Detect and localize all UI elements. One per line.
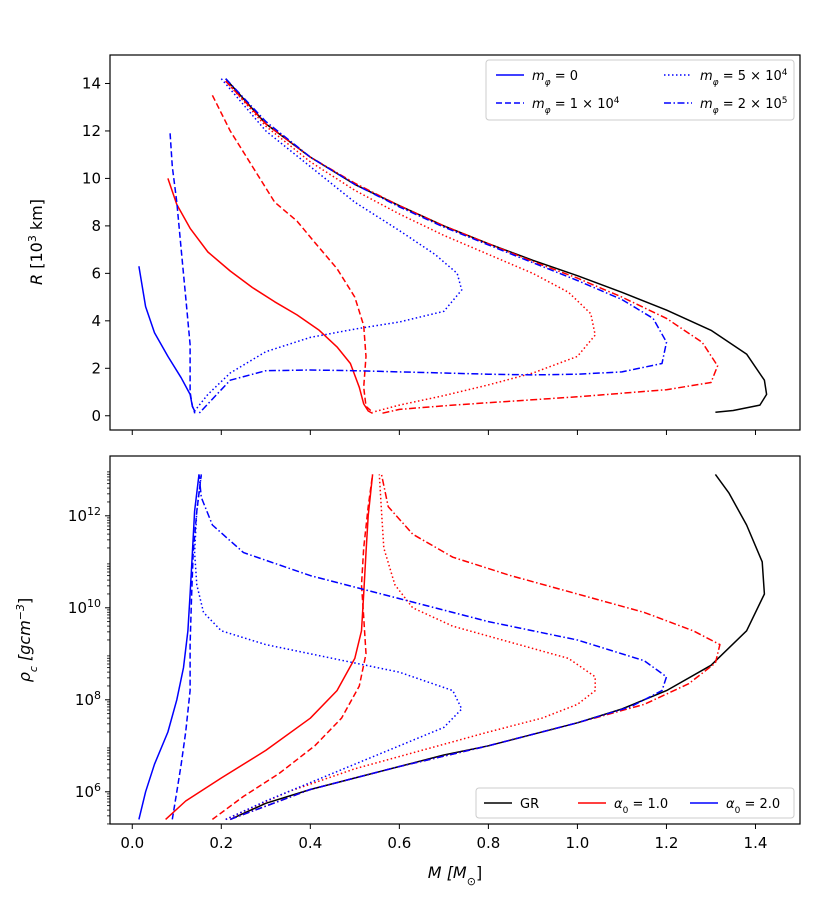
top-panel: 0 2 4 6 8 10 12 14 R [103 km] mφ = 0 mφ = 1 × 1… — [26, 54, 801, 435]
y-tick-label: 8 — [91, 217, 101, 235]
top-series-line-8 — [198, 78, 668, 414]
bottom-series-group — [138, 473, 766, 821]
legend-entry-m0: mφ = 0 — [532, 69, 578, 88]
y-tick-label: 6 — [91, 264, 101, 282]
y-tick-label: 106 — [75, 780, 101, 801]
bottom-legend: GR α0 = 1.0 α0 = 2.0 — [475, 787, 795, 819]
bottom-x-axis-label: M [M⊙] — [428, 863, 482, 888]
legend-entry-alpha2: α0 = 2.0 — [726, 797, 780, 816]
y-tick-label: 10 — [82, 169, 101, 187]
y-tick-label: 2 — [91, 359, 101, 377]
bottom-series-line-2 — [211, 474, 374, 821]
y-tick-label: 108 — [75, 688, 101, 709]
bottom-series-line-0 — [229, 473, 766, 821]
x-tick-label: 0.2 — [209, 834, 233, 852]
top-series-group — [138, 78, 768, 415]
top-legend: mφ = 0 mφ = 1 × 104 mφ = 5 × 104 mφ = 2 … — [485, 59, 795, 121]
top-y-axis-label: R [103 km] — [26, 199, 47, 285]
x-tick-label: 0.0 — [120, 834, 144, 852]
x-tick-label: 0.8 — [476, 834, 500, 852]
top-axes-frame — [109, 54, 801, 431]
bottom-legend-box — [475, 787, 795, 819]
legend-entry-m5e4: mφ = 5 × 104 — [700, 68, 788, 88]
bottom-series-line-6 — [171, 474, 203, 820]
bottom-series-line-4 — [229, 474, 721, 821]
bottom-series-line-7 — [193, 474, 463, 821]
y-tick-label: 0 — [91, 407, 101, 425]
top-series-line-7 — [193, 78, 463, 414]
y-tick-label: 1010 — [68, 596, 101, 617]
top-series-line-3 — [225, 80, 596, 413]
bottom-series-line-5 — [138, 474, 200, 820]
legend-entry-gr: GR — [520, 797, 539, 812]
x-tick-label: 1.4 — [744, 834, 768, 852]
top-series-line-0 — [225, 78, 768, 413]
top-series-line-5 — [138, 266, 196, 414]
top-series-line-2 — [211, 94, 374, 413]
top-ticks: 0 2 4 6 8 10 12 14 — [82, 74, 756, 435]
legend-entry-m2e5: mφ = 2 × 105 — [700, 96, 787, 116]
legend-entry-m1e4: mφ = 1 × 104 — [532, 96, 620, 116]
y-tick-label: 1012 — [68, 504, 101, 525]
top-legend-box — [485, 59, 795, 121]
x-tick-label: 1.2 — [655, 834, 679, 852]
bottom-series-line-3 — [225, 474, 596, 821]
top-series-line-1 — [167, 178, 373, 415]
bottom-series-line-8 — [198, 474, 668, 821]
x-tick-label: 0.6 — [387, 834, 411, 852]
y-tick-label: 12 — [82, 122, 101, 140]
bottom-y-axis-label: ρc [gcm−3] — [14, 598, 40, 683]
x-tick-label: 1.0 — [565, 834, 589, 852]
bottom-ticks: 0.0 0.2 0.4 0.6 0.8 1.0 1.2 1.4 106 108 1010 1012 — [68, 471, 768, 852]
legend-entry-alpha1: α0 = 1.0 — [614, 797, 668, 816]
bottom-axes-frame — [109, 455, 801, 825]
x-tick-label: 0.4 — [298, 834, 322, 852]
y-tick-label: 14 — [82, 74, 101, 92]
top-series-line-6 — [169, 133, 196, 413]
bottom-series-line-1 — [165, 474, 374, 820]
bottom-panel: 0.0 0.2 0.4 0.6 0.8 1.0 1.2 1.4 106 108 1010 1012 ρ… — [14, 455, 801, 888]
y-tick-label: 4 — [91, 312, 101, 330]
